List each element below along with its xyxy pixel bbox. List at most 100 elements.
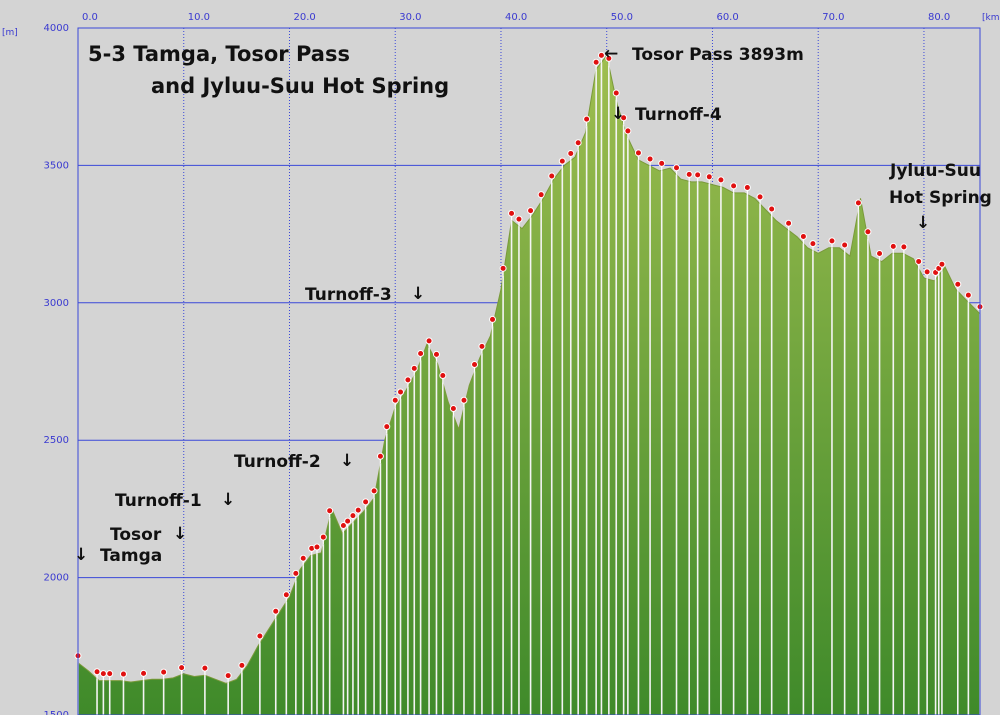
arrow-down-icon: ↓ xyxy=(916,213,930,233)
y-tick-label: 2500 xyxy=(44,435,69,446)
waypoint-marker-icon xyxy=(376,452,384,464)
waypoint-marker-icon xyxy=(299,554,307,566)
waypoint-marker-icon xyxy=(354,506,362,518)
waypoint-marker-icon xyxy=(370,487,378,498)
waypoint-markers xyxy=(74,51,984,683)
waypoint-marker-icon xyxy=(567,149,575,161)
waypoint-marker-icon xyxy=(349,512,357,523)
waypoint-marker-icon xyxy=(292,569,300,581)
annotation-tosor-label: Tosor xyxy=(110,525,162,545)
y-tick-label: 1500 xyxy=(44,710,69,715)
waypoint-marker-icon xyxy=(889,242,897,254)
waypoint-marker-icon xyxy=(397,388,405,399)
waypoint-marker-icon xyxy=(574,139,582,150)
arrow-down-icon: ↓ xyxy=(221,490,235,510)
waypoint-marker-icon xyxy=(326,507,334,518)
arrow-down-icon: ↓ xyxy=(173,524,187,544)
waypoint-marker-icon xyxy=(809,240,817,251)
waypoint-marker-icon xyxy=(410,364,418,376)
waypoint-marker-icon xyxy=(620,114,628,125)
annotation-turnoff4-label: Turnoff-4 xyxy=(635,105,722,125)
waypoint-marker-icon xyxy=(449,404,457,416)
waypoint-marker-icon xyxy=(282,591,290,602)
waypoint-marker-icon xyxy=(238,661,246,673)
plot-frame xyxy=(77,27,981,715)
annotation-turnoff3: Turnoff-3 ↓ xyxy=(305,284,425,305)
chart-title-line1: 5-3 Tamga, Tosor Pass xyxy=(88,42,350,66)
annotation-turnoff3-label: Turnoff-3 xyxy=(305,285,392,305)
x-tick-label: 20.0 xyxy=(293,12,315,23)
waypoint-marker-icon xyxy=(319,533,327,545)
waypoint-marker-icon xyxy=(705,173,713,184)
waypoint-marker-icon xyxy=(439,371,447,383)
waypoint-marker-icon xyxy=(537,191,545,202)
waypoint-marker-icon xyxy=(597,51,605,63)
annotation-tosor-pass: ← Tosor Pass 3893m xyxy=(604,44,804,65)
waypoint-marker-icon xyxy=(592,58,600,70)
waypoint-marker-icon xyxy=(658,159,666,171)
waypoint-marker-icon xyxy=(508,209,516,221)
waypoint-marker-icon xyxy=(471,361,479,372)
y-axis-ticks: 4000 3500 3000 2500 2000 1500 xyxy=(44,23,69,715)
annotation-tosor: Tosor ↓ xyxy=(110,524,187,545)
annotation-turnoff2-label: Turnoff-2 xyxy=(234,452,321,472)
waypoint-marker-icon xyxy=(178,664,186,675)
annotation-turnoff1: Turnoff-1 ↓ xyxy=(115,490,235,511)
annotation-turnoff1-label: Turnoff-1 xyxy=(115,491,202,511)
waypoint-marker-icon xyxy=(93,668,101,679)
x-tick-label: 80.0 xyxy=(928,12,950,23)
waypoint-marker-icon xyxy=(224,672,232,683)
waypoint-marker-icon xyxy=(964,291,972,303)
annotation-turnoff4: ↓ Turnoff-4 xyxy=(611,104,722,125)
waypoint-marker-icon xyxy=(799,232,807,244)
arrow-down-icon: ↓ xyxy=(74,545,88,565)
waypoint-marker-icon xyxy=(900,243,908,254)
annotation-hot-spring: Jyluu-Suu Hot Spring ↓ xyxy=(889,161,992,233)
annotation-hot-spring-line2: Hot Spring xyxy=(889,188,992,208)
waypoint-marker-icon xyxy=(417,350,425,361)
waypoint-marker-icon xyxy=(915,257,923,269)
waypoint-marker-icon xyxy=(362,498,370,509)
waypoint-marker-icon xyxy=(106,670,114,681)
waypoint-marker-icon xyxy=(272,607,280,619)
waypoint-marker-icon xyxy=(499,264,507,276)
y-tick-label: 4000 xyxy=(44,23,69,34)
waypoint-marker-icon xyxy=(140,669,148,681)
waypoint-marker-icon xyxy=(864,228,872,239)
waypoint-marker-icon xyxy=(383,423,391,434)
annotation-tamga: ↓ Tamga xyxy=(74,545,162,566)
x-tick-label: 0.0 xyxy=(82,12,98,23)
x-tick-label: 50.0 xyxy=(611,12,633,23)
y-tick-label: 3000 xyxy=(44,298,69,309)
arrow-left-icon: ← xyxy=(604,44,618,64)
annotation-hot-spring-line1: Jyluu-Suu xyxy=(889,161,981,181)
waypoint-marker-icon xyxy=(583,115,591,127)
arrow-down-icon: ↓ xyxy=(340,451,354,471)
waypoint-marker-icon xyxy=(425,337,433,348)
annotation-tosor-pass-label: Tosor Pass 3893m xyxy=(632,45,804,65)
waypoint-marker-icon xyxy=(404,376,412,387)
waypoint-marker-icon xyxy=(391,396,399,408)
waypoint-marker-icon xyxy=(527,207,535,218)
elevation-area-path xyxy=(78,54,980,715)
annotation-turnoff2: Turnoff-2 ↓ xyxy=(234,451,354,472)
waypoint-marker-icon xyxy=(605,54,613,66)
waypoint-marker-icon xyxy=(923,268,931,279)
waypoint-marker-icon xyxy=(938,260,946,272)
waypoint-marker-icon xyxy=(460,396,468,408)
waypoint-marker-icon xyxy=(685,170,693,182)
waypoint-marker-icon xyxy=(876,249,884,261)
waypoint-marker-icon xyxy=(548,172,556,183)
waypoint-marker-icon xyxy=(768,205,776,216)
x-axis-ticks: 0.0 10.0 20.0 30.0 40.0 50.0 60.0 70.0 80.0 xyxy=(82,12,950,23)
waypoint-marker-icon xyxy=(313,543,321,554)
waypoint-marker-icon xyxy=(201,664,209,676)
x-tick-label: 10.0 xyxy=(188,12,210,23)
y-axis-unit: [m] xyxy=(2,28,18,38)
annotation-tamga-label: Tamga xyxy=(100,546,162,566)
waypoint-marker-icon xyxy=(841,241,849,252)
waypoint-marker-icon xyxy=(119,670,127,682)
waypoint-marker-icon xyxy=(478,342,486,354)
waypoint-marker-icon xyxy=(717,176,725,187)
elevation-area xyxy=(78,54,980,715)
